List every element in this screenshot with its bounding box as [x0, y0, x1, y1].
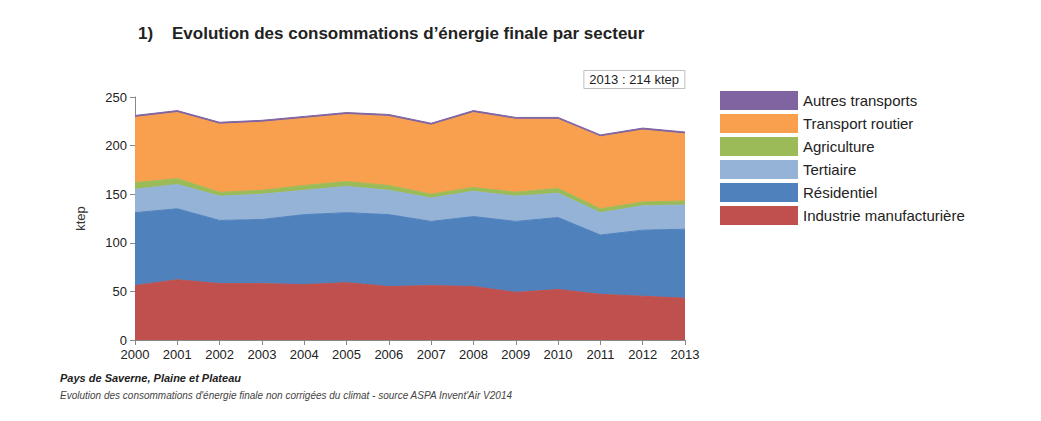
svg-text:1) Evolution des consommati: 1) Evolution des consommations d’énergie…: [138, 24, 645, 43]
svg-text:Résidentiel: Résidentiel: [803, 184, 877, 201]
svg-text:Evolution des consommations d': Evolution des consommations d'énergie fi…: [60, 390, 512, 401]
svg-text:100: 100: [105, 235, 127, 250]
svg-text:200: 200: [105, 138, 127, 153]
svg-text:0: 0: [120, 333, 127, 348]
svg-text:2013 : 214 ktep: 2013 : 214 ktep: [589, 72, 679, 87]
svg-text:2001: 2001: [163, 347, 192, 362]
svg-text:2010: 2010: [544, 347, 573, 362]
svg-text:2002: 2002: [205, 347, 234, 362]
svg-text:2006: 2006: [374, 347, 403, 362]
svg-text:Agriculture: Agriculture: [803, 138, 875, 155]
svg-text:Pays de Saverne, Plaine et Pla: Pays de Saverne, Plaine et Plateau: [60, 372, 241, 384]
svg-text:ktep: ktep: [73, 206, 88, 231]
svg-text:Autres transports: Autres transports: [803, 92, 917, 109]
svg-text:2013: 2013: [671, 347, 700, 362]
svg-text:2007: 2007: [417, 347, 446, 362]
svg-text:150: 150: [105, 187, 127, 202]
svg-text:Industrie manufacturière: Industrie manufacturière: [803, 207, 965, 224]
svg-text:Tertiaire: Tertiaire: [803, 161, 856, 178]
svg-text:250: 250: [105, 90, 127, 105]
svg-text:2009: 2009: [501, 347, 530, 362]
svg-text:2000: 2000: [121, 347, 150, 362]
svg-text:50: 50: [113, 284, 127, 299]
svg-text:2004: 2004: [290, 347, 319, 362]
svg-text:Transport routier: Transport routier: [803, 115, 913, 132]
svg-text:2012: 2012: [628, 347, 657, 362]
svg-text:2003: 2003: [247, 347, 276, 362]
svg-text:2011: 2011: [586, 347, 614, 362]
svg-text:2005: 2005: [332, 347, 361, 362]
svg-text:2008: 2008: [459, 347, 488, 362]
